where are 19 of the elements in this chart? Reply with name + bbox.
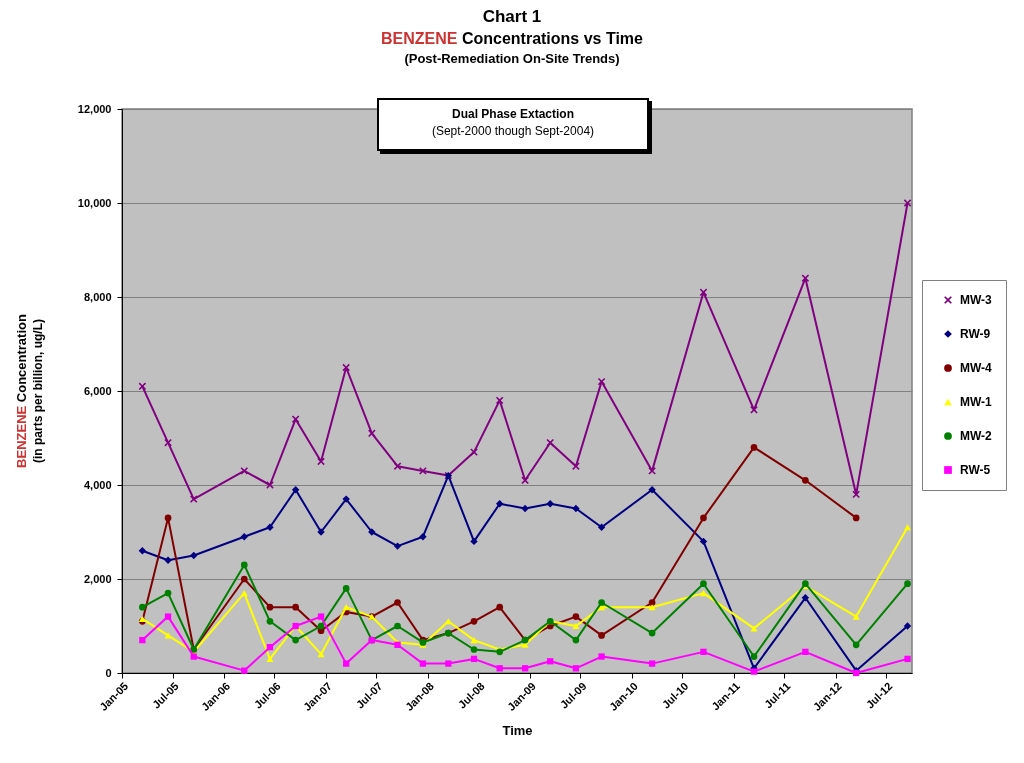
y-tick-label: 4,000 xyxy=(83,478,112,491)
y-tick-label: 0 xyxy=(105,666,112,679)
annotation: Dual Phase Extaction xyxy=(450,106,575,123)
legend-label: RW-5 xyxy=(960,463,991,477)
legend-label: MW-2 xyxy=(960,429,993,443)
legend-label: MW-3 xyxy=(960,293,993,307)
chart-subtitle: BENZENE Concentrations vs Time (Post-Remediation On-Site Trends) xyxy=(380,29,644,68)
y-tick-label: 12,000 xyxy=(77,102,112,115)
x-axis-title: Time xyxy=(502,722,533,738)
legend-label: RW-9 xyxy=(960,327,991,341)
y-tick-label: 10,000 xyxy=(77,196,112,209)
y-tick-label: 8,000 xyxy=(83,290,112,303)
y-tick-label: 6,000 xyxy=(83,384,112,397)
legend-label: MW-1 xyxy=(960,395,993,409)
y-tick-label: 2,000 xyxy=(83,572,112,585)
annotation: (Sept-2000 though Sept-2004) xyxy=(430,123,596,140)
legend-label: MW-4 xyxy=(960,361,993,375)
text-box: Dual Phase Extaction (Sept-2000 though Sept-2004) xyxy=(377,98,649,151)
chart-title: Chart 1 xyxy=(481,6,543,28)
